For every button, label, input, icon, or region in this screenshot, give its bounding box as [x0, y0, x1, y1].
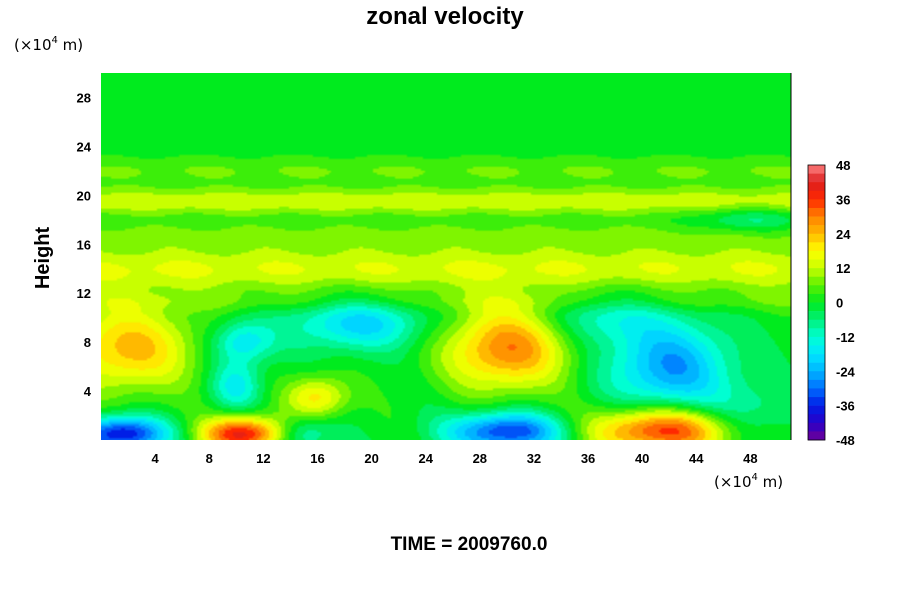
y-axis-label: Height	[32, 227, 54, 290]
x-tick-label: 20	[364, 451, 378, 466]
colorbar-segment	[808, 354, 825, 363]
colorbar-segment	[808, 311, 825, 320]
x-tick-label: 48	[743, 451, 757, 466]
x-tick-label: 32	[527, 451, 541, 466]
colorbar-segment	[808, 336, 825, 346]
colorbar-segment	[808, 431, 825, 441]
colorbar-segment	[808, 422, 825, 432]
y-tick-label: 20	[77, 188, 91, 203]
colorbar-segment	[808, 397, 825, 406]
colorbar-segment	[808, 285, 825, 295]
y-tick-label: 28	[77, 90, 91, 105]
colorbar-segment	[808, 199, 825, 209]
colorbar-segment	[808, 319, 825, 329]
colorbar-segment	[808, 388, 825, 398]
colorbar-label: 36	[836, 192, 850, 207]
colorbar-border	[807, 164, 826, 441]
y-axis-unit: (×104 m)	[14, 35, 83, 54]
colorbar-labels: 48 36 24 12 0 -12 -24 -36 -48	[836, 158, 856, 448]
y-tick-label: 24	[77, 139, 92, 154]
y-axis-ticks: 4 8 12 16 20 24 28	[77, 90, 92, 399]
colorbar-segment	[808, 165, 825, 174]
x-tick-label: 16	[310, 451, 324, 466]
colorbar-segment	[808, 414, 825, 424]
x-axis-unit: (×104 m)	[714, 472, 783, 491]
colorbar-segment	[808, 276, 825, 286]
colorbar-segment	[808, 233, 825, 243]
chart-title: zonal velocity	[366, 3, 524, 30]
colorbar-segment	[808, 328, 825, 338]
y-tick-label: 8	[84, 335, 91, 350]
colorbar-segment	[808, 302, 825, 312]
colorbar-segment	[808, 293, 825, 303]
colorbar-label: 48	[836, 158, 850, 173]
x-tick-label: 24	[418, 451, 433, 466]
colorbar-segment	[808, 362, 825, 372]
colorbar-segment	[808, 268, 825, 278]
colorbar-segment	[808, 250, 825, 260]
x-tick-label: 40	[635, 451, 649, 466]
x-tick-label: 36	[581, 451, 595, 466]
velocity-field	[101, 73, 791, 440]
x-tick-label: 28	[473, 451, 487, 466]
x-tick-label: 8	[206, 451, 213, 466]
y-tick-label: 12	[77, 286, 91, 301]
colorbar-segment	[808, 371, 825, 381]
colorbar-segment	[808, 225, 825, 235]
x-axis-ticks: 4 8 12 16 20 24 28 32 36 40 44 48	[152, 451, 758, 466]
colorbar-segment	[808, 345, 825, 355]
plot-area	[101, 73, 792, 440]
colorbar-segment	[808, 216, 825, 226]
y-tick-label: 4	[84, 384, 92, 399]
colorbar-segment	[808, 259, 825, 269]
colorbar-label: 12	[836, 261, 850, 276]
y-tick-label: 16	[77, 237, 91, 252]
colorbar-segment	[808, 242, 825, 252]
colorbar-label: 0	[836, 296, 843, 311]
time-annotation: TIME = 2009760.0	[391, 534, 548, 555]
colorbar-label: -12	[836, 330, 855, 345]
colorbar-segment	[808, 173, 825, 183]
colorbar-segment	[808, 207, 825, 217]
colorbar-segment	[808, 182, 825, 192]
colorbar-label: -48	[836, 433, 855, 448]
x-tick-label: 44	[689, 451, 704, 466]
x-tick-label: 4	[152, 451, 160, 466]
colorbar-label: 24	[836, 227, 851, 242]
x-tick-label: 12	[256, 451, 270, 466]
colorbar-segment	[808, 190, 825, 200]
colorbar	[807, 164, 826, 441]
colorbar-label: -24	[836, 364, 856, 379]
colorbar-segment	[808, 379, 825, 389]
colorbar-label: -36	[836, 399, 855, 414]
colorbar-segment	[808, 405, 825, 415]
